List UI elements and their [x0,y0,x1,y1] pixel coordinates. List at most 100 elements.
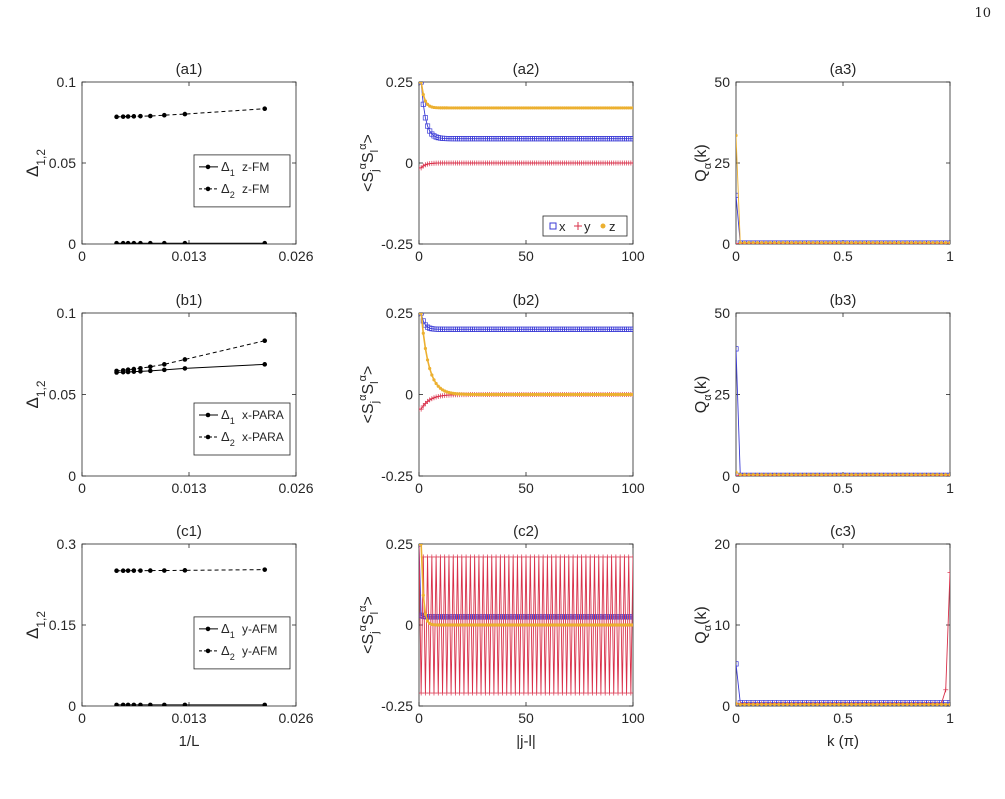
data-point [131,240,137,244]
data-point [138,365,143,371]
legend-label: y [584,219,591,234]
marker-z [931,241,935,244]
marker-x [630,136,633,142]
series-line-x [736,195,950,244]
data-point [148,113,153,119]
x-tick-label: 0.026 [278,248,313,264]
y-tick-label: 0.15 [49,617,76,633]
marker-z [901,702,905,706]
x-axis-label: |j-l| [516,733,535,750]
plot-area [736,346,950,476]
data-point [120,702,126,706]
marker-z [807,473,811,476]
marker-z [751,473,755,476]
marker-z [432,378,436,382]
marker-z [832,473,837,476]
marker-z [755,241,759,244]
legend-label: z-FM [242,160,269,174]
plot-area [419,82,633,171]
marker-z [738,702,742,706]
data-point [182,366,188,371]
marker-z [837,702,841,706]
axes-frame [735,312,951,477]
y-tick-label: 20 [714,536,730,552]
data-point [262,338,268,344]
y-tick-label: 0.25 [386,536,413,552]
y-axis-label: <SjαSlα> [357,596,381,654]
data-point [182,702,188,706]
marker-z [828,702,832,706]
marker-z [790,473,794,476]
data-point [148,568,153,573]
marker-x [425,123,431,129]
marker-z [421,93,425,97]
plot-area [114,567,268,706]
marker-z [794,241,798,244]
marker-z [927,473,931,476]
legend-label-symbol: Δ1 [221,621,235,640]
data-point [114,240,119,244]
panel-title: (b3) [830,292,857,309]
data-point [162,568,167,573]
marker-z [747,241,751,244]
marker-z [935,241,939,244]
x-tick-label: 0 [78,710,86,726]
data-point [120,240,126,244]
marker-z [815,702,819,706]
marker-z [948,241,950,244]
panel-title: (b1) [176,292,203,309]
panel-b3: 0 0.5 1 0 25 50 (b3) Qα(k) [693,292,954,496]
y-tick-label: 10 [714,617,730,633]
marker-z [747,702,751,706]
panel-a1: 0 0.013 0.026 0 0.05 0.1 (a1) Δ1,2 Δ1 z-FM Δ2 z-FM [23,61,314,264]
marker-z [820,241,824,244]
marker-z [820,702,824,706]
marker-z [888,702,892,706]
legend-label: z-FM [242,182,269,196]
marker-x [736,661,739,667]
marker-z [922,473,926,476]
legend-label-symbol: Δ2 [221,429,235,448]
series-line-Δ2 [116,340,265,372]
x-tick-label: 0 [78,248,86,264]
marker-z [425,619,430,623]
marker-z [884,473,888,476]
marker-z [858,702,862,706]
data-point [162,367,167,373]
marker-z [905,702,909,706]
y-tick-label: 0 [405,387,413,403]
data-point [120,114,126,119]
marker-z [914,473,918,476]
marker-z [781,473,785,476]
data-point [138,702,143,706]
data-point [162,362,167,367]
marker-z [798,473,802,476]
marker-z [871,241,875,244]
data-point [138,113,143,119]
y-tick-label: 0.3 [57,536,77,552]
marker-z [905,241,909,244]
y-axis-label: Δ1,2 [23,611,48,639]
y-axis-label: Qα(k) [693,144,714,181]
marker-z [742,702,747,706]
panel-title: (a2) [513,61,540,78]
panel-a3: 0 0.5 1 0 25 50 (a3) Qα(k) [693,61,954,264]
marker-z [815,241,819,244]
marker-z [798,241,802,244]
marker-z [421,593,425,597]
marker-z [434,381,438,386]
marker-z [909,473,914,476]
marker-z [892,241,896,244]
marker-z [909,702,914,706]
panel-title: (a3) [830,61,857,78]
marker-z [849,241,854,244]
marker-z [879,702,884,706]
marker-z [430,373,434,377]
y-tick-label: 0 [68,468,76,484]
marker-z [922,241,926,244]
data-point [120,368,126,373]
legend-label: x [559,219,566,234]
y-tick-label: 25 [714,155,730,171]
legend-box [542,215,628,237]
marker-z [777,241,781,244]
